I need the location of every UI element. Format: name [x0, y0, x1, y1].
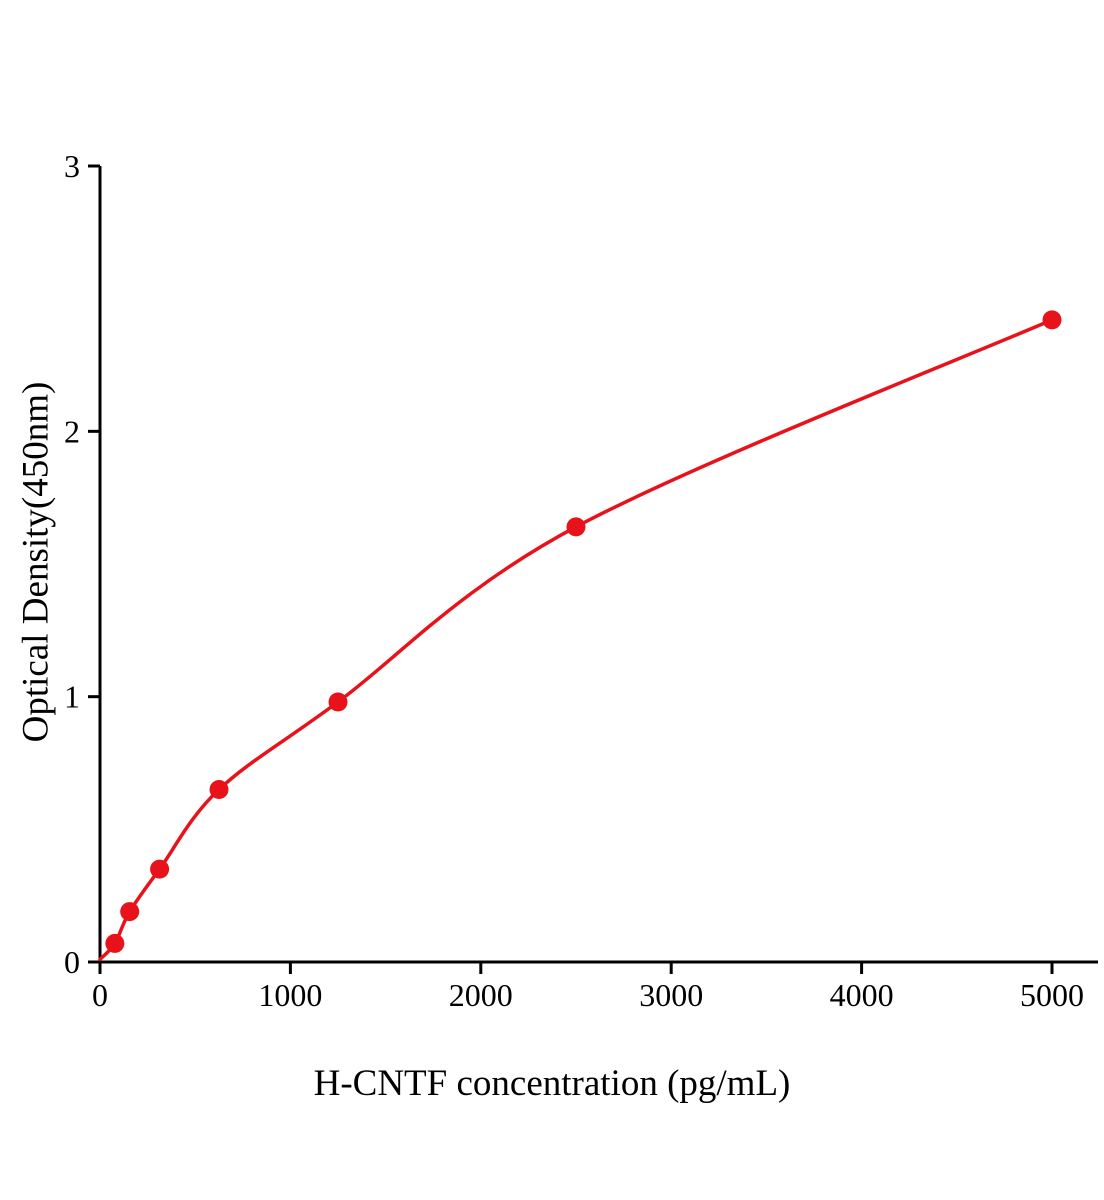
data-point — [150, 859, 170, 879]
data-point — [566, 517, 586, 537]
x-tick-label: 1000 — [258, 977, 322, 1013]
x-axis-title: H-CNTF concentration (pg/mL) — [313, 1063, 791, 1104]
x-tick-label: 3000 — [639, 977, 703, 1013]
y-tick-label: 0 — [64, 944, 80, 980]
x-tick-label: 0 — [92, 977, 108, 1013]
y-tick-label: 1 — [64, 679, 80, 715]
data-point — [328, 692, 348, 712]
data-point — [209, 780, 229, 800]
x-tick-label: 2000 — [449, 977, 513, 1013]
data-point — [120, 902, 140, 922]
data-point — [105, 933, 125, 953]
y-tick-label: 3 — [64, 148, 80, 184]
standard-curve-path — [98, 318, 1054, 962]
y-tick-label: 2 — [64, 413, 80, 449]
x-tick-label: 4000 — [830, 977, 894, 1013]
y-axis-title: Optical Density(450nm) — [15, 381, 57, 743]
x-tick-label: 5000 — [1020, 977, 1084, 1013]
data-point — [1042, 310, 1062, 330]
